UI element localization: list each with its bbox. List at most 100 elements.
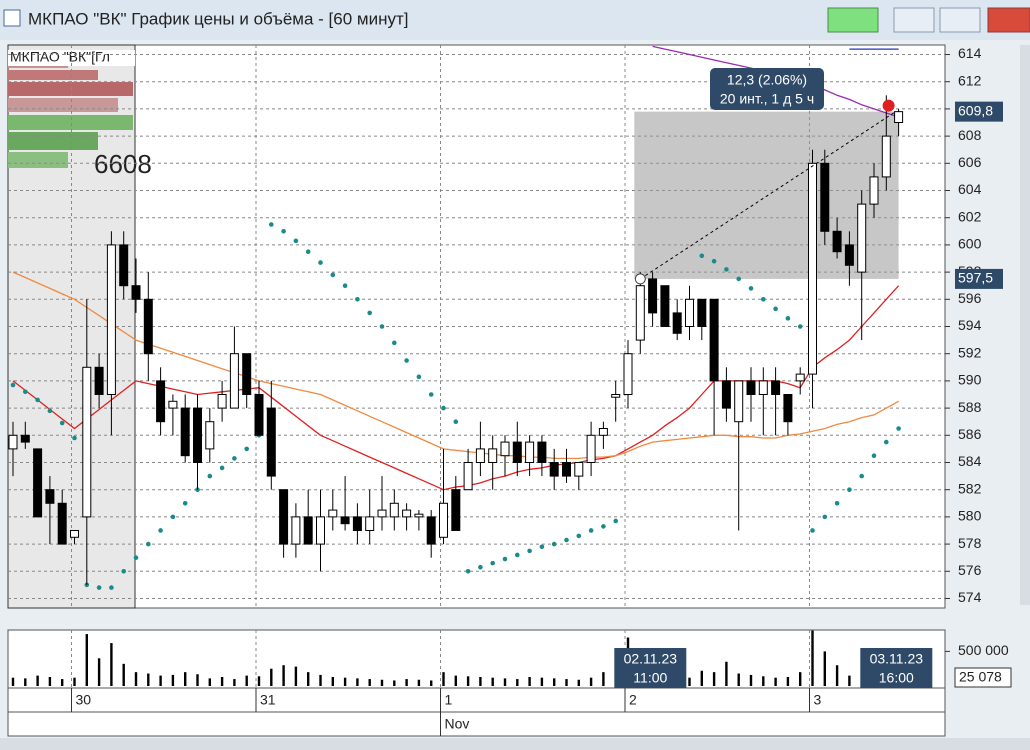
date-marker-box	[860, 648, 933, 688]
volume-bar	[565, 679, 568, 686]
candle-body	[771, 380, 781, 395]
sar-dot	[859, 473, 864, 479]
volume-bar	[491, 677, 494, 686]
candle-body	[475, 448, 485, 463]
sar-dot	[748, 286, 754, 291]
candle-body	[783, 393, 793, 423]
volume-bar	[749, 674, 753, 686]
sar-dot	[330, 272, 336, 278]
volume-bar	[159, 675, 162, 686]
candle-body	[119, 244, 129, 287]
v-scrollbar[interactable]	[1020, 45, 1030, 605]
date-marker-date: 02.11.23	[624, 651, 678, 667]
candle-body	[168, 400, 178, 409]
link-button[interactable]	[827, 7, 879, 33]
candle-body	[352, 516, 362, 531]
date-marker-date: 03.11.23	[870, 651, 924, 667]
candle-body	[242, 353, 252, 395]
sar-dot	[293, 238, 299, 244]
candle-body	[106, 244, 116, 395]
sar-dot	[59, 420, 65, 426]
volume-bar	[688, 677, 691, 686]
candle-body	[562, 461, 571, 477]
candle-body	[611, 393, 621, 398]
x-tick-label: 2	[629, 692, 637, 708]
candle-body	[537, 441, 547, 463]
y-tick-label: 602	[958, 208, 982, 224]
volume-bar	[528, 677, 531, 686]
volume-bar	[319, 674, 322, 686]
volume-bar	[73, 677, 76, 686]
candle-body	[82, 366, 92, 518]
price-label-box	[955, 268, 1003, 289]
sar-dot	[10, 382, 16, 388]
sar-dot	[158, 528, 163, 533]
minimize-button[interactable]	[893, 7, 935, 33]
sar-dot	[281, 229, 286, 234]
y-tick-label: 578	[958, 535, 982, 551]
sar-dot	[502, 556, 508, 562]
profile-bar	[8, 98, 118, 112]
maximize-button[interactable]	[939, 7, 981, 33]
candle-body	[451, 489, 461, 531]
sar-dot	[182, 500, 188, 506]
sar-dot	[724, 267, 729, 272]
candle-body	[291, 516, 301, 545]
candle-body	[844, 244, 854, 266]
profile-bar	[8, 115, 133, 130]
measure-end	[882, 99, 895, 112]
candle-body	[795, 373, 805, 382]
x-tick-label: 31	[260, 692, 276, 708]
candle-body	[463, 461, 473, 491]
sar-dot	[170, 514, 176, 520]
close-button[interactable]	[987, 7, 1030, 33]
volume-bar	[811, 630, 814, 686]
y-tick-label: 614	[958, 45, 982, 61]
measure-line	[640, 111, 896, 280]
sar-dot	[773, 306, 778, 312]
candle-body	[143, 298, 153, 355]
h-scrollbar[interactable]	[0, 738, 1030, 750]
candle-body	[586, 434, 596, 463]
window-title: МКПАО "ВК" График цены и объёма - [60 ми…	[28, 9, 408, 28]
volume-bar	[466, 676, 470, 686]
candle-body	[881, 135, 891, 178]
month-label: Nov	[445, 716, 470, 732]
candle-body	[832, 230, 842, 253]
x-tick-label: 1	[445, 692, 453, 708]
volume-bar	[196, 674, 199, 686]
sar-dot	[896, 426, 901, 431]
sar-dot	[453, 419, 459, 424]
sar-dot	[613, 518, 618, 524]
profile-label: 6608	[94, 149, 152, 179]
measure-box	[634, 111, 899, 279]
candle-body	[869, 176, 879, 205]
volume-bar	[762, 676, 765, 686]
volume-bar	[454, 675, 457, 686]
y-tick-label: 612	[958, 72, 982, 88]
volume-bar	[184, 672, 187, 686]
candle-body	[512, 441, 522, 463]
sar-dot	[219, 465, 225, 471]
y-tick-label: 586	[958, 426, 982, 442]
price-label: 609,8	[958, 102, 993, 118]
profile-name: МКПАО "ВК"[Гл	[10, 49, 110, 65]
volume-bar	[122, 663, 125, 686]
moving-average	[12, 271, 899, 460]
sar-dot	[539, 544, 545, 550]
candle-body	[857, 203, 867, 273]
y-tick-label: 608	[958, 127, 982, 143]
volume-bar	[516, 679, 519, 686]
month-axis	[7, 711, 946, 737]
sar-dot	[588, 528, 594, 533]
volume-bar	[257, 676, 261, 686]
sar-dot	[797, 324, 803, 329]
candle-body	[894, 111, 904, 124]
sar-dot	[441, 405, 446, 411]
sar-dot	[711, 258, 717, 264]
sar-dot	[355, 297, 360, 302]
sar-dot	[847, 487, 852, 492]
candle-body	[180, 407, 190, 457]
sar-dot	[428, 392, 434, 397]
volume-bar	[11, 677, 15, 686]
